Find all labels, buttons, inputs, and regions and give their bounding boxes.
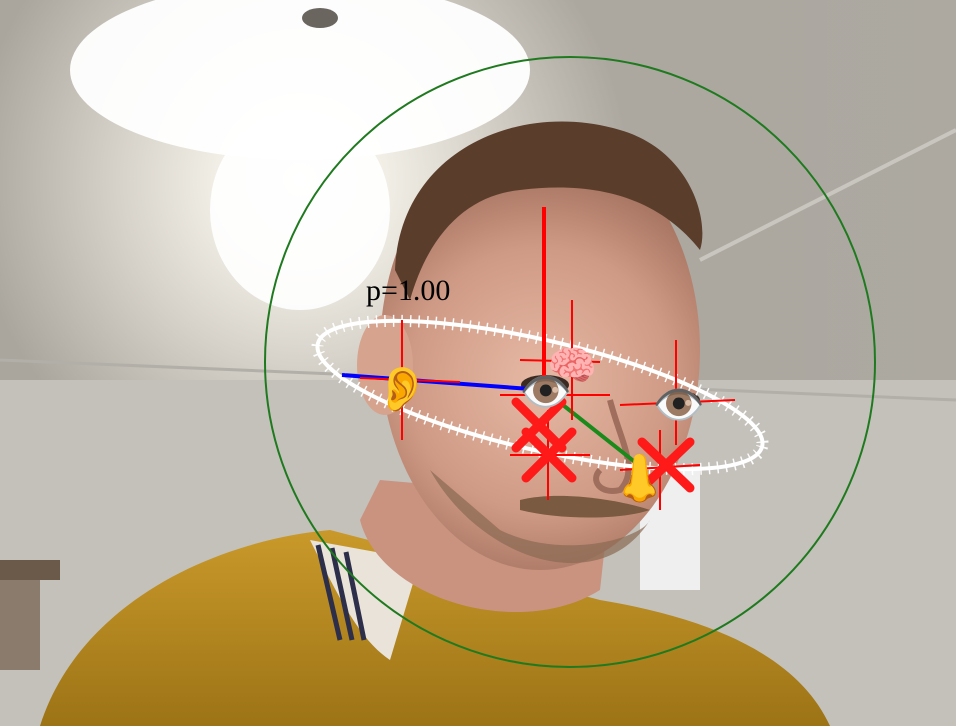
pose-axis-side bbox=[341, 373, 545, 392]
eye-icon: 👁️ bbox=[652, 380, 706, 429]
nose-icon: 👃 bbox=[611, 451, 669, 505]
ear-icon: 👂 bbox=[374, 364, 430, 415]
probability-label: p=1.00 bbox=[366, 274, 451, 307]
landmark-x-marks bbox=[511, 397, 695, 493]
face-bounding-circle bbox=[264, 56, 876, 668]
head-orientation-ellipse bbox=[311, 314, 769, 476]
eye-icon: 👁️ bbox=[519, 367, 573, 416]
brain-icon: 🧠 bbox=[547, 343, 597, 389]
